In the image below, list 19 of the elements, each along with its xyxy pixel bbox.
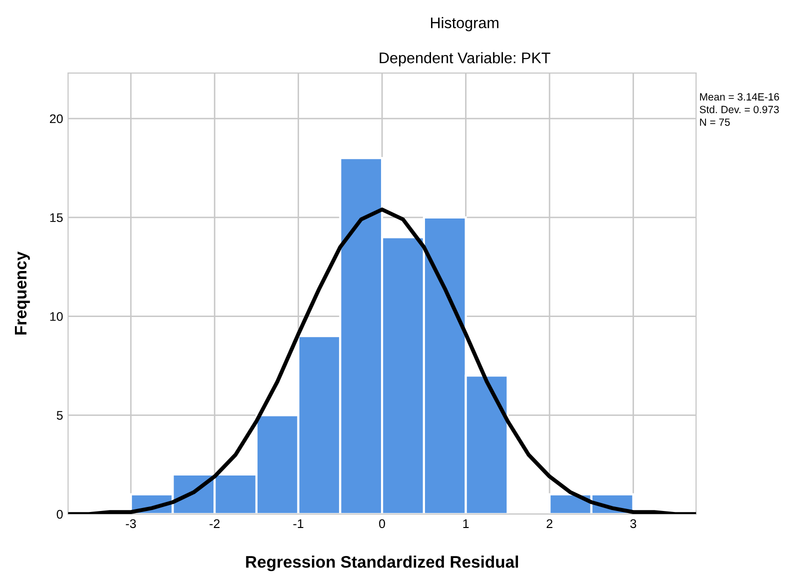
- x-tick-label: 1: [463, 519, 469, 528]
- x-tick-label: 0: [379, 519, 386, 528]
- text: Std. Dev. = 0.973: [700, 106, 779, 114]
- y-tick-label: 5: [56, 411, 63, 420]
- x-tick-label: -2: [210, 519, 220, 528]
- x-axis-title: Regression Standardized Residual: [246, 556, 518, 572]
- text: N = 75: [700, 118, 730, 126]
- x-tick-label: -1: [293, 519, 304, 528]
- y-axis-title: Frequency: [14, 251, 30, 335]
- x-tick-label: 2: [546, 519, 552, 528]
- y-tick-label: 20: [50, 114, 63, 124]
- x-tick-label: -3: [126, 519, 136, 528]
- y-tick-label: 0: [56, 510, 63, 519]
- text: Mean = 3.14E-16: [700, 93, 780, 101]
- y-tick-label: 10: [50, 312, 63, 321]
- chart-subtitle: Dependent Variable: PKT: [380, 52, 550, 66]
- chart-title: Histogram: [431, 17, 498, 32]
- x-tick-label: 3: [630, 519, 636, 528]
- y-tick-label: 15: [50, 213, 63, 222]
